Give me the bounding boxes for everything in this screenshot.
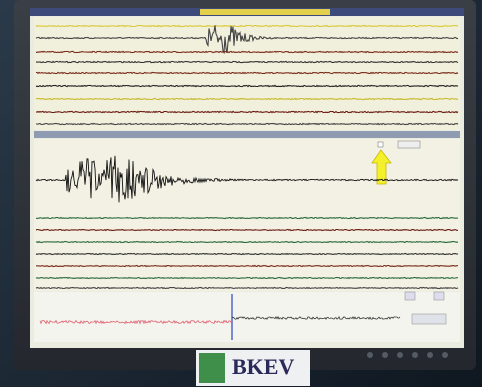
seismic-trace: [36, 288, 458, 289]
checkbox[interactable]: [378, 142, 383, 147]
monitor-button[interactable]: [367, 352, 373, 358]
logo-text: BKEV: [232, 354, 294, 379]
spin-box[interactable]: [405, 292, 415, 300]
monitor-button[interactable]: [397, 352, 403, 358]
seismic-trace: [36, 254, 458, 255]
page: BKEV (() => { const data = JSON.parse(do…: [0, 0, 482, 387]
spin-box[interactable]: [434, 292, 444, 300]
mid-panel: [34, 139, 460, 291]
mid-header: [34, 131, 460, 138]
monitor-button[interactable]: [412, 352, 418, 358]
top-tab: [200, 9, 330, 15]
photo: BKEV: [0, 0, 482, 387]
button[interactable]: [412, 314, 446, 324]
spin-box[interactable]: [398, 141, 420, 148]
monitor-button[interactable]: [382, 352, 388, 358]
monitor-button[interactable]: [442, 352, 448, 358]
logo-icon: [199, 353, 225, 383]
monitor-button[interactable]: [427, 352, 433, 358]
